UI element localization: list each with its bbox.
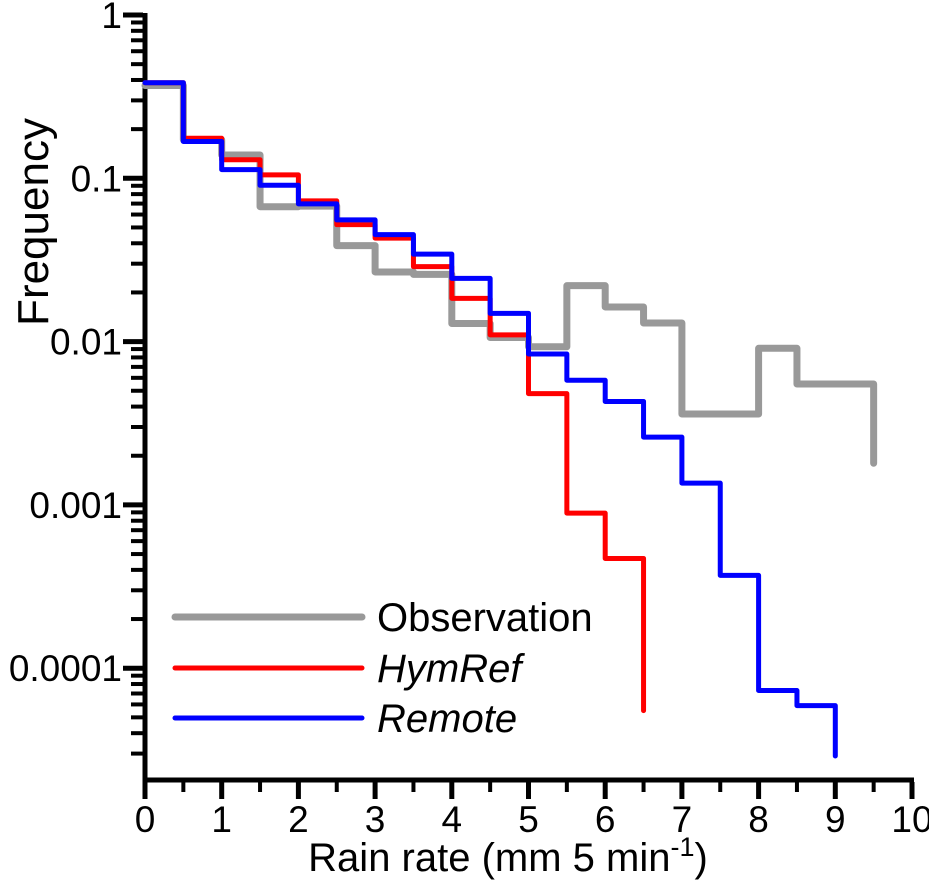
y-tick-label: 1 — [101, 0, 122, 36]
series-remote-line — [142, 80, 838, 759]
x-tick-label: 8 — [748, 799, 769, 840]
x-tick-label: 4 — [442, 799, 463, 840]
legend-label-remote: Remote — [377, 697, 517, 741]
x-tick-label: 9 — [825, 799, 846, 840]
x-tick-label: 5 — [518, 799, 539, 840]
series-observation-line — [141, 82, 878, 467]
y-tick-label: 0.01 — [50, 322, 122, 363]
y-tick-label: 0.001 — [29, 485, 122, 526]
series-layer — [141, 80, 878, 759]
x-tick-label: 10 — [891, 799, 929, 840]
x-tick-label: 3 — [365, 799, 386, 840]
x-tick-label: 0 — [135, 799, 156, 840]
y-tick-label: 0.1 — [71, 158, 122, 199]
legend-layer: Observation HymRef Remote — [171, 596, 593, 741]
y-tick-label: 0.0001 — [9, 648, 122, 689]
x-axis-title: Rain rate (mm 5 min-1) — [308, 832, 708, 880]
x-tick-label: 2 — [288, 799, 309, 840]
x-tick-label: 7 — [672, 799, 693, 840]
y-axis-title: Frequency — [9, 118, 58, 326]
axes-layer — [123, 12, 915, 799]
legend-label-hymref: HymRef — [377, 647, 525, 691]
x-tick-label: 1 — [211, 799, 232, 840]
x-tick-label: 6 — [595, 799, 616, 840]
labels-layer: 1 0.1 0.01 0.001 0.0001 0 1 2 3 4 5 6 7 8 9 10 Frequency… — [9, 0, 929, 880]
legend-label-observation: Observation — [377, 596, 593, 640]
